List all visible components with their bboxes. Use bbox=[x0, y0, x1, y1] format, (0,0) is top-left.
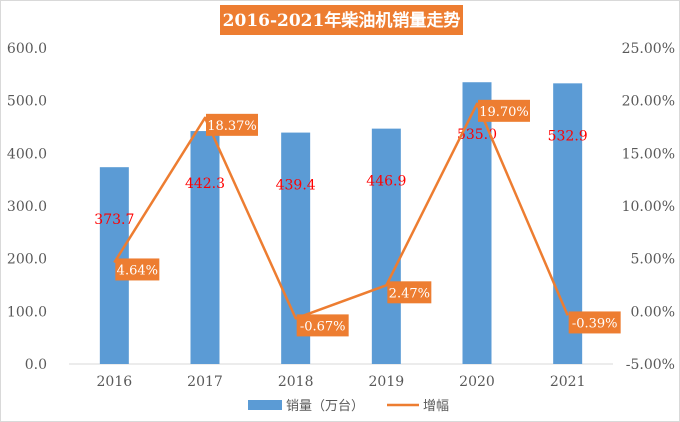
chart-title: 2016-2021年柴油机销量走势 bbox=[223, 10, 461, 31]
bar-value-label: 373.7 bbox=[94, 212, 134, 228]
growth-label-2017: 18.37% bbox=[206, 113, 258, 136]
y-right-tick-label: 10.00% bbox=[622, 199, 675, 215]
y-left-tick-label: 100.0 bbox=[7, 304, 47, 320]
bar-value-label: 446.9 bbox=[366, 174, 406, 190]
growth-label-text: 4.64% bbox=[117, 263, 158, 278]
growth-label-text: -0.39% bbox=[572, 316, 618, 331]
growth-label-2018: -0.67% bbox=[296, 314, 349, 337]
growth-label-box bbox=[115, 258, 160, 281]
growth-label-2016: 4.64% bbox=[115, 258, 160, 281]
y-left-tick-label: 400.0 bbox=[7, 146, 47, 162]
y-right-tick-label: 15.00% bbox=[622, 146, 675, 162]
y-left-tick-label: 500.0 bbox=[7, 94, 47, 110]
growth-label-box bbox=[478, 99, 530, 122]
bar-value-label: 439.4 bbox=[276, 178, 316, 194]
x-tick-label: 2021 bbox=[550, 374, 586, 390]
growth-label-text: 2.47% bbox=[389, 286, 430, 301]
bar-2019 bbox=[371, 128, 401, 364]
y-right-tick-label: 5.00% bbox=[631, 252, 675, 268]
x-tick-label: 2018 bbox=[278, 374, 314, 390]
y-left-tick-label: 300.0 bbox=[7, 199, 47, 215]
growth-line bbox=[113, 102, 569, 320]
chart-title-background bbox=[220, 5, 463, 35]
growth-label-2021: -0.39% bbox=[568, 311, 621, 334]
growth-label-box bbox=[296, 314, 349, 337]
x-tick-label: 2019 bbox=[369, 374, 405, 390]
bar-2017 bbox=[190, 131, 220, 364]
bar-value-label: 532.9 bbox=[548, 128, 588, 144]
bar-value-label: 535.0 bbox=[457, 127, 497, 143]
bar-value-label: 442.3 bbox=[185, 176, 225, 192]
growth-label-2019: 2.47% bbox=[387, 281, 432, 304]
x-tick-label: 2017 bbox=[187, 374, 223, 390]
y-right-tick-label: -5.00% bbox=[626, 357, 675, 373]
x-tick-label: 2016 bbox=[97, 374, 133, 390]
growth-label-text: 19.70% bbox=[479, 105, 529, 120]
growth-label-box bbox=[568, 311, 621, 334]
x-tick-label: 2020 bbox=[459, 374, 495, 390]
growth-label-box bbox=[387, 281, 432, 304]
y-right-tick-label: 0.00% bbox=[631, 304, 675, 320]
growth-label-text: 18.37% bbox=[207, 119, 257, 134]
legend-line-label: 增幅 bbox=[423, 399, 449, 414]
y-left-tick-label: 0.0 bbox=[25, 357, 47, 373]
legend-bar-label: 销量（万台） bbox=[286, 399, 364, 414]
growth-label-2020: 19.70% bbox=[478, 99, 530, 122]
y-right-tick-label: 20.00% bbox=[622, 94, 675, 110]
growth-label-box bbox=[206, 113, 258, 136]
legend: 销量（万台） 增幅 bbox=[248, 399, 449, 414]
y-left-tick-label: 200.0 bbox=[7, 252, 47, 268]
legend-bar-swatch bbox=[248, 400, 282, 410]
growth-label-text: -0.67% bbox=[300, 319, 346, 334]
y-left-tick-label: 600.0 bbox=[7, 41, 47, 57]
y-right-tick-label: 25.00% bbox=[622, 41, 675, 57]
